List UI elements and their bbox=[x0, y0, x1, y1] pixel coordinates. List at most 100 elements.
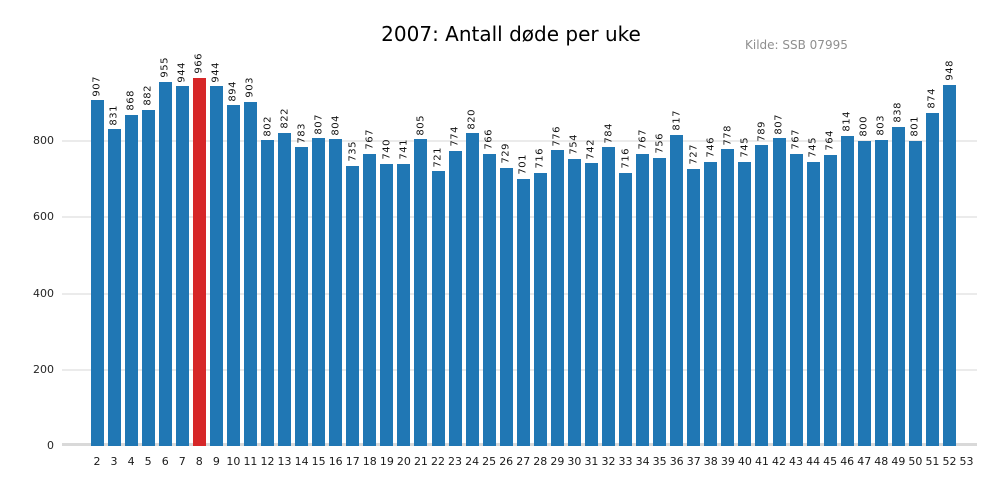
x-tick-label: 13 bbox=[277, 455, 292, 468]
x-tick-label: 46 bbox=[840, 455, 855, 468]
x-tick-label: 42 bbox=[772, 455, 786, 468]
bar-value-label: 894 bbox=[227, 80, 239, 102]
bar-week-3 bbox=[107, 129, 121, 446]
bar-week-43 bbox=[789, 153, 803, 446]
bar-week-10 bbox=[226, 105, 240, 446]
bar-value-label: 721 bbox=[432, 146, 444, 168]
x-tick-label: 25 bbox=[482, 455, 497, 468]
bar-week-32 bbox=[602, 147, 615, 446]
x-tick-label: 35 bbox=[652, 455, 667, 468]
bar-week-8 bbox=[192, 77, 206, 446]
x-tick-label: 37 bbox=[686, 455, 701, 468]
bar-value-label: 756 bbox=[654, 133, 666, 154]
bar-week-15 bbox=[312, 138, 326, 446]
bar-week-5 bbox=[141, 109, 155, 446]
bar-value-label: 803 bbox=[875, 115, 887, 136]
bar-value-label: 727 bbox=[688, 144, 700, 165]
x-tick-label: 23 bbox=[448, 455, 463, 468]
bar-week-18 bbox=[363, 153, 377, 446]
x-tick-label: 9 bbox=[212, 455, 220, 468]
y-tick-label: 0 bbox=[47, 439, 54, 452]
bar-value-label: 729 bbox=[500, 143, 512, 165]
bar-week-45 bbox=[823, 154, 837, 446]
bar-value-label: 716 bbox=[620, 148, 632, 170]
bar-value-label: 807 bbox=[773, 113, 785, 135]
bar-week-9 bbox=[209, 86, 223, 446]
x-tick-label: 43 bbox=[789, 455, 804, 468]
x-tick-label: 51 bbox=[925, 455, 940, 468]
x-tick-label: 10 bbox=[226, 455, 241, 468]
x-tick-label: 49 bbox=[891, 455, 906, 468]
bar-week-7 bbox=[175, 86, 189, 446]
x-tick-label: 19 bbox=[379, 455, 394, 468]
bar-value-label: 955 bbox=[159, 57, 171, 78]
bar-value-label: 805 bbox=[415, 114, 427, 136]
bar-value-label: 745 bbox=[739, 137, 751, 158]
source-label: Kilde: SSB 07995 bbox=[745, 38, 848, 52]
bar-week-37 bbox=[687, 168, 701, 446]
x-tick-label: 7 bbox=[178, 455, 186, 468]
bar-value-label: 778 bbox=[722, 124, 734, 146]
bar-week-17 bbox=[346, 165, 360, 446]
x-tick-label: 5 bbox=[144, 455, 152, 468]
y-tick-label: 800 bbox=[33, 134, 54, 147]
bar-week-12 bbox=[261, 140, 274, 446]
x-tick-label: 29 bbox=[550, 455, 565, 468]
x-tick-label: 40 bbox=[737, 455, 752, 468]
bar-value-label: 903 bbox=[244, 77, 256, 98]
bar-value-label: 800 bbox=[858, 116, 870, 137]
x-tick-label: 45 bbox=[823, 455, 838, 468]
bar-value-label: 766 bbox=[483, 129, 495, 150]
x-tick-label: 52 bbox=[942, 455, 957, 468]
bar-week-25 bbox=[482, 153, 496, 446]
x-tick-label: 21 bbox=[413, 455, 428, 468]
bar-value-label: 868 bbox=[125, 90, 137, 112]
x-tick-label: 4 bbox=[127, 455, 135, 468]
bar-value-label: 767 bbox=[637, 129, 649, 150]
x-tick-label: 22 bbox=[431, 455, 445, 468]
bar-week-50 bbox=[908, 140, 922, 446]
bar-value-label: 767 bbox=[790, 129, 802, 150]
bar-week-13 bbox=[278, 132, 292, 446]
bar-value-label: 822 bbox=[279, 108, 291, 129]
bar-value-label: 740 bbox=[381, 139, 393, 160]
x-tick-label: 15 bbox=[311, 455, 326, 468]
bar-value-label: 784 bbox=[603, 122, 614, 144]
bar-value-label: 735 bbox=[347, 141, 359, 162]
bar-week-6 bbox=[158, 81, 172, 446]
x-tick-label: 38 bbox=[703, 455, 718, 468]
x-tick-label: 30 bbox=[567, 455, 582, 468]
bar-value-label: 882 bbox=[142, 85, 154, 106]
bar-value-label: 944 bbox=[210, 61, 222, 83]
bar-value-label: 774 bbox=[449, 126, 461, 147]
x-tick-label: 26 bbox=[499, 455, 514, 468]
bar-value-label: 801 bbox=[909, 116, 921, 137]
x-tick-label: 32 bbox=[601, 455, 616, 468]
x-tick-label: 2 bbox=[93, 455, 101, 468]
bar-week-44 bbox=[806, 161, 820, 446]
bar-week-39 bbox=[721, 149, 735, 446]
bar-week-49 bbox=[891, 126, 905, 446]
bar-value-label: 944 bbox=[176, 61, 188, 83]
bar-value-label: 742 bbox=[585, 138, 597, 160]
x-tick-label: 24 bbox=[465, 455, 480, 468]
bar-week-47 bbox=[857, 141, 871, 446]
bar-value-label: 701 bbox=[517, 154, 529, 175]
bar-week-52 bbox=[943, 84, 956, 446]
bar-week-22 bbox=[431, 171, 445, 446]
bar-week-23 bbox=[448, 150, 462, 446]
bar-week-4 bbox=[124, 115, 138, 446]
x-tick-label: 36 bbox=[669, 455, 684, 468]
bar-week-27 bbox=[516, 178, 530, 446]
bar-value-label: 764 bbox=[824, 130, 836, 151]
x-tick-label: 39 bbox=[720, 455, 735, 468]
x-tick-label: 11 bbox=[243, 455, 258, 468]
bar-value-label: 831 bbox=[108, 104, 120, 126]
bar-week-16 bbox=[329, 139, 343, 446]
bar-value-label: 948 bbox=[944, 59, 955, 81]
x-tick-label: 18 bbox=[362, 455, 377, 468]
x-tick-label: 53 bbox=[959, 455, 974, 468]
bar-value-label: 741 bbox=[398, 138, 410, 160]
x-tick-label: 16 bbox=[328, 455, 343, 468]
